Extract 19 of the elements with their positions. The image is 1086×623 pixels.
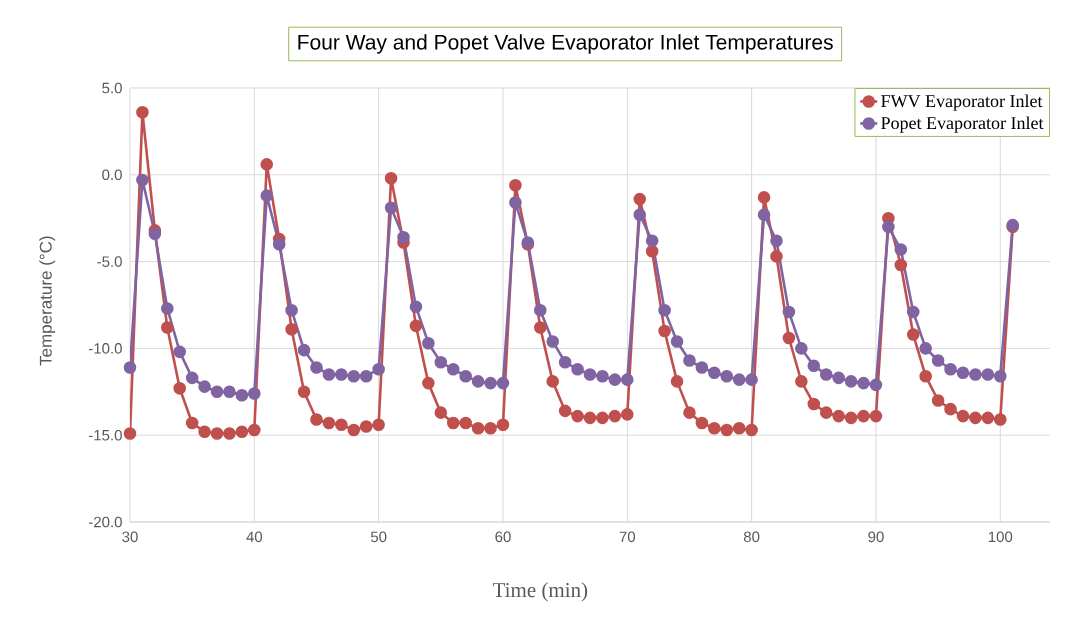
- x-tick-label: 90: [868, 531, 884, 543]
- legend-label: FWV Evaporator Inlet: [881, 94, 1043, 111]
- y-tick-label: -10.0: [88, 343, 122, 354]
- y-axis-title: Temperature (°C): [39, 236, 56, 366]
- x-tick-label: 50: [370, 531, 387, 543]
- x-tick-label: 70: [619, 531, 636, 543]
- y-tick-label: 5.0: [102, 82, 122, 94]
- chart-title: Four Way and Popet Valve Evaporator Inlet Temperatures: [298, 34, 833, 54]
- x-axis-title: Time (min): [492, 582, 588, 602]
- x-tick-label: 80: [743, 531, 760, 543]
- x-tick-label: 100: [988, 531, 1013, 543]
- y-tick-label: 0.0: [102, 169, 122, 181]
- x-tick-label: 60: [495, 531, 511, 543]
- y-tick-label: -5.0: [97, 256, 122, 267]
- x-tick-label: 40: [246, 531, 263, 543]
- y-tick-label: -15.0: [88, 429, 122, 441]
- x-tick-label: 30: [122, 531, 138, 543]
- y-tick-label: -20.0: [88, 516, 122, 528]
- legend-label: Popet Evaporator Inlet: [881, 116, 1044, 133]
